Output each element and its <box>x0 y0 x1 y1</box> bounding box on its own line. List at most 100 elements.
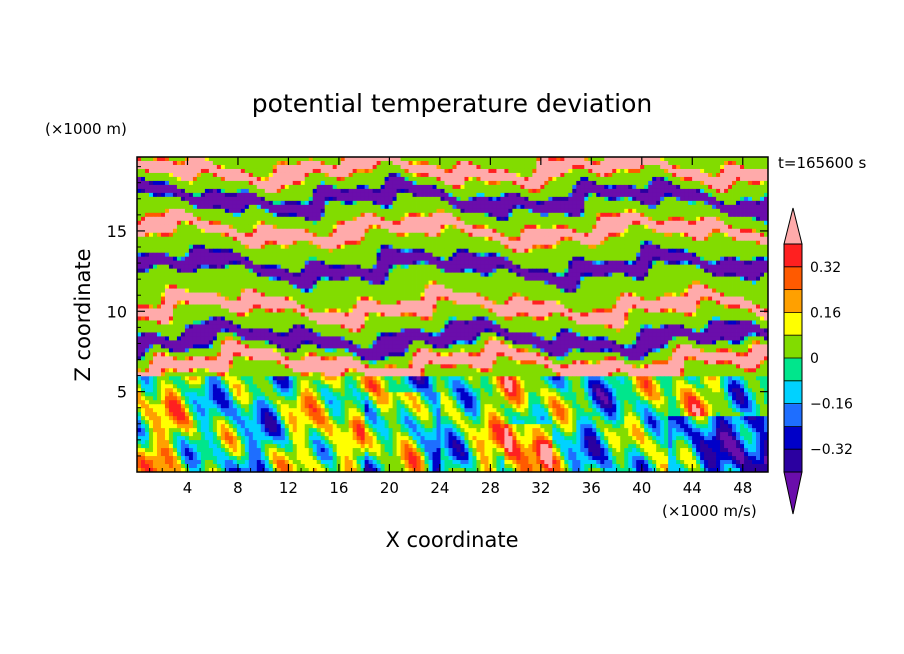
field-cell <box>464 208 469 214</box>
field-cell <box>376 172 382 178</box>
field-cell <box>492 208 497 214</box>
field-cell <box>440 188 445 194</box>
field-cell <box>360 168 366 174</box>
field-cell <box>264 220 270 226</box>
field-cell <box>732 188 737 194</box>
field-cell <box>432 188 437 194</box>
field-cell <box>684 212 689 218</box>
field-cell <box>448 180 453 186</box>
field-cell <box>556 264 561 270</box>
field-cell <box>500 272 505 278</box>
field-cell <box>372 212 378 218</box>
field-cell <box>600 188 605 194</box>
field-cell <box>208 172 214 178</box>
field-cell <box>148 168 154 174</box>
field-cell <box>560 200 565 206</box>
field-cell <box>712 244 717 250</box>
field-cell <box>640 196 645 202</box>
field-cell <box>352 268 358 274</box>
field-cell <box>196 157 202 162</box>
field-cell <box>560 204 565 210</box>
field-cell <box>380 228 385 234</box>
field-cell <box>628 212 633 218</box>
field-cell <box>560 240 565 246</box>
field-cell <box>340 164 346 170</box>
field-cell <box>284 272 290 278</box>
field-cell <box>320 204 326 210</box>
field-cell <box>604 260 609 266</box>
field-cell <box>716 160 721 166</box>
field-cell <box>264 256 270 262</box>
field-cell <box>140 196 146 202</box>
field-cell <box>640 208 645 214</box>
field-cell <box>408 160 413 166</box>
field-cell <box>608 176 613 182</box>
field-cell <box>508 228 513 234</box>
field-cell <box>388 164 393 170</box>
field-cell <box>232 168 238 174</box>
field-cell <box>532 196 537 202</box>
field-cell <box>404 276 409 282</box>
field-cell <box>468 256 473 262</box>
field-cell <box>536 184 541 190</box>
field-cell <box>552 172 557 178</box>
field-cell <box>656 216 661 222</box>
field-cell <box>536 196 541 202</box>
field-cell <box>496 252 501 258</box>
field-cell <box>308 200 314 206</box>
field-cell <box>404 200 409 206</box>
field-cell <box>208 192 214 198</box>
field-cell <box>208 216 214 222</box>
field-cell <box>276 240 282 246</box>
field-cell <box>264 224 270 230</box>
field-cell <box>300 276 306 282</box>
field-cell <box>640 172 645 178</box>
field-cell <box>192 188 198 194</box>
field-cell <box>396 160 401 166</box>
field-cell <box>600 220 605 226</box>
field-cell <box>692 232 697 238</box>
field-cell <box>388 224 393 230</box>
field-cell <box>180 157 186 162</box>
field-cell <box>676 200 681 206</box>
field-cell <box>760 216 765 222</box>
field-cell <box>336 184 342 190</box>
field-cell <box>568 272 573 278</box>
field-cell <box>432 180 437 186</box>
field-cell <box>752 264 757 270</box>
field-cell <box>372 260 378 266</box>
field-cell <box>576 200 581 206</box>
field-cell <box>180 240 186 246</box>
field-cell <box>232 188 238 194</box>
field-cell <box>500 196 505 202</box>
field-cell <box>140 204 146 210</box>
field-cell <box>312 168 318 174</box>
field-cell <box>244 232 250 238</box>
field-cell <box>220 256 226 262</box>
field-cell <box>604 160 609 166</box>
field-cell <box>460 192 465 198</box>
field-cell <box>300 228 306 234</box>
field-cell <box>572 196 577 202</box>
field-cell <box>248 220 254 226</box>
field-cell <box>296 216 302 222</box>
field-cell <box>448 248 453 254</box>
field-cell <box>500 192 505 198</box>
field-cell <box>684 164 689 170</box>
field-cell <box>280 172 286 178</box>
field-cell <box>180 196 186 202</box>
field-cell <box>184 224 190 230</box>
field-cell <box>396 157 401 162</box>
field-cell <box>288 280 294 285</box>
field-cell <box>652 204 657 210</box>
field-cell <box>296 264 302 270</box>
field-cell <box>236 252 242 258</box>
field-cell <box>236 256 242 262</box>
field-cell <box>452 168 457 174</box>
field-cell <box>428 196 433 202</box>
field-cell <box>204 164 210 170</box>
field-cell <box>412 172 417 178</box>
field-cell <box>684 244 689 250</box>
field-cell <box>516 256 521 262</box>
field-cell <box>280 192 286 198</box>
